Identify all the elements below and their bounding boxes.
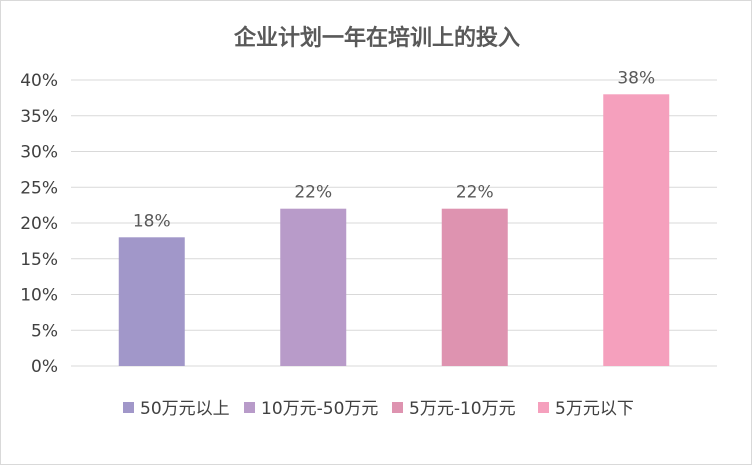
data-label: 18% [133, 211, 171, 231]
legend-label: 5万元-10万元 [409, 399, 516, 419]
data-labels: 18% 22% 22% 38% [133, 68, 655, 231]
legend-label: 10万元-50万元 [261, 399, 378, 419]
legend-swatch [392, 402, 403, 413]
y-tick-label: 20% [20, 214, 58, 234]
y-axis-ticks: 0% 5% 10% 15% 20% 25% 30% 35% 40% [20, 71, 58, 377]
y-tick-label: 10% [20, 286, 58, 306]
y-tick-label: 15% [20, 250, 58, 270]
legend: 50万元以上 10万元-50万元 5万元-10万元 5万元以下 [123, 399, 634, 419]
chart-title: 企业计划一年在培训上的投入 [233, 25, 520, 51]
data-label: 22% [294, 183, 332, 203]
bar [441, 208, 508, 366]
bars [118, 94, 670, 367]
y-tick-label: 35% [20, 107, 58, 127]
y-tick-label: 40% [20, 71, 58, 91]
legend-label: 5万元以下 [555, 399, 634, 419]
y-tick-label: 25% [20, 178, 58, 198]
bar [280, 208, 347, 366]
y-tick-label: 0% [31, 357, 58, 377]
data-label: 22% [456, 183, 494, 203]
bar [603, 94, 670, 367]
legend-swatch [244, 402, 255, 413]
bar [118, 237, 185, 366]
legend-label: 50万元以上 [140, 399, 230, 419]
legend-swatch [538, 402, 549, 413]
data-label: 38% [617, 68, 655, 88]
y-tick-label: 5% [31, 321, 58, 341]
legend-swatch [123, 402, 134, 413]
y-tick-label: 30% [20, 143, 58, 163]
